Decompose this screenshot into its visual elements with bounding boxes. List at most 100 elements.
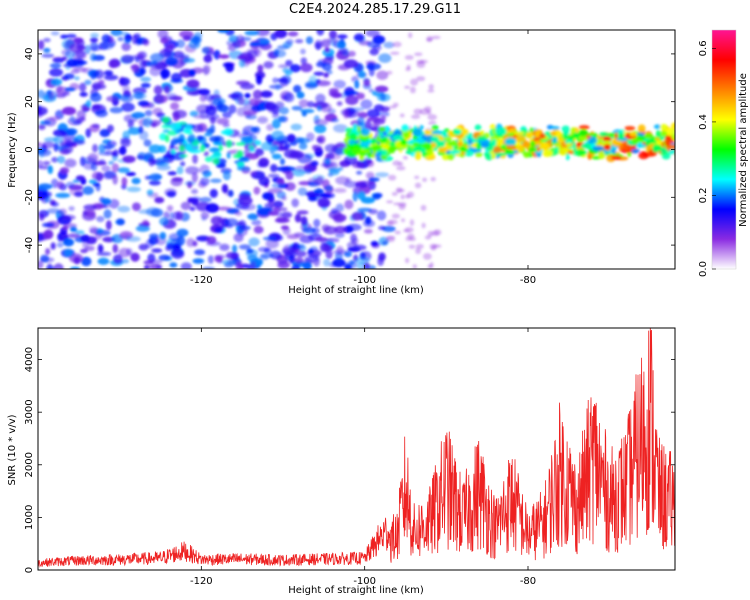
heatmap-cell — [335, 176, 350, 185]
heatmap-cell — [225, 139, 233, 148]
heatmap-cell — [578, 129, 589, 137]
heatmap-cell — [70, 226, 78, 232]
heatmap-cell — [344, 90, 360, 96]
heatmap-cell — [244, 92, 251, 99]
heatmap-cell — [331, 92, 342, 99]
heatmap-y-axis-label: Frequency (Hz) — [7, 112, 18, 188]
heatmap-cell — [161, 124, 172, 129]
x-tick-label: -80 — [520, 576, 536, 587]
heatmap-cell — [294, 213, 302, 223]
heatmap-cell — [328, 88, 339, 93]
heatmap-cell — [237, 219, 247, 230]
heatmap-cell — [495, 140, 503, 147]
heatmap-cell — [167, 130, 178, 136]
heatmap-cell — [396, 165, 406, 171]
heatmap-cell — [205, 106, 217, 116]
heatmap-cell — [167, 171, 177, 176]
heatmap-cell — [324, 143, 338, 153]
heatmap-cell — [209, 135, 221, 143]
heatmap-cell — [166, 44, 174, 49]
chart-title: C2E4.2024.285.17.29.G11 — [288, 2, 462, 17]
heatmap-cell — [38, 142, 42, 147]
heatmap-cell — [168, 95, 183, 101]
heatmap-cell — [522, 140, 531, 148]
heatmap-cell — [48, 116, 61, 121]
snr-series-line — [38, 328, 675, 568]
y-tick-label: 0 — [24, 567, 35, 573]
heatmap-cell — [80, 234, 90, 242]
heatmap-cell — [64, 248, 74, 257]
heatmap-cell — [405, 257, 410, 264]
heatmap-cell — [170, 152, 186, 161]
heatmap-cell — [156, 165, 171, 171]
heatmap-cell — [422, 177, 428, 183]
colorbar-frame — [711, 29, 737, 270]
heatmap-cell — [143, 265, 150, 269]
heatmap-cell — [291, 264, 301, 269]
heatmap-cell — [164, 134, 170, 143]
heatmap-cell — [228, 93, 241, 99]
heatmap-cell — [300, 48, 306, 55]
heatmap-cell — [97, 257, 110, 265]
heatmap-cell — [43, 229, 54, 240]
heatmap-cell — [180, 262, 192, 269]
heatmap-cell — [427, 230, 434, 237]
heatmap-cell — [57, 233, 63, 242]
y-tick-label: 1000 — [24, 505, 35, 530]
heatmap-cell — [214, 254, 226, 259]
heatmap-cell — [298, 142, 308, 150]
heatmap-cell — [352, 123, 358, 132]
heatmap-cell — [284, 70, 293, 76]
heatmap-cell — [305, 36, 314, 45]
heatmap-cell — [475, 141, 481, 151]
heatmap-cell — [289, 64, 301, 73]
heatmap-cell — [237, 97, 245, 106]
heatmap-cell — [419, 124, 424, 130]
heatmap-cell — [243, 110, 258, 116]
heatmap-cell — [181, 129, 191, 133]
heatmap-cell — [242, 125, 257, 135]
heatmap-cell — [63, 73, 75, 80]
heatmap-cell — [111, 163, 120, 173]
heatmap-cell — [163, 85, 171, 94]
heatmap-cell — [104, 74, 119, 81]
heatmap-cell — [414, 151, 422, 161]
heatmap-cell — [412, 264, 417, 269]
heatmap-cell — [146, 175, 156, 180]
heatmap-cell — [316, 135, 326, 144]
heatmap-cell — [179, 30, 194, 38]
heatmap-cell — [378, 53, 392, 64]
heatmap-cell — [629, 131, 637, 137]
heatmap-cell — [280, 225, 290, 230]
heatmap-cell — [255, 74, 263, 85]
heatmap-cell — [141, 219, 149, 226]
heatmap-cell — [275, 216, 288, 223]
heatmap-cell — [529, 127, 534, 133]
heatmap-cell — [130, 252, 140, 262]
heatmap-cell — [63, 238, 75, 247]
heatmap-cell — [199, 196, 212, 203]
heatmap-cell — [664, 138, 671, 147]
heatmap-cell — [40, 254, 50, 263]
heatmap-cell — [89, 226, 98, 233]
heatmap-cell — [120, 31, 129, 37]
heatmap-cell — [234, 211, 242, 216]
heatmap-cell — [140, 76, 152, 82]
heatmap-cell — [121, 95, 130, 101]
heatmap-cell — [212, 141, 224, 146]
heatmap-cell — [192, 258, 205, 264]
heatmap-cell — [365, 30, 380, 37]
heatmap-cell — [214, 226, 224, 234]
heatmap-cell — [505, 144, 516, 150]
heatmap-cell — [277, 115, 286, 123]
heatmap-cell — [226, 151, 231, 159]
heatmap-cell — [238, 244, 251, 250]
heatmap-cell — [170, 248, 185, 259]
heatmap-cell — [508, 128, 517, 134]
heatmap-cell — [82, 186, 94, 195]
heatmap-cell — [41, 141, 55, 149]
heatmap-cell — [245, 114, 257, 120]
heatmap-cell — [659, 123, 668, 131]
heatmap-cell — [190, 188, 199, 195]
heatmap-cell — [285, 59, 293, 66]
